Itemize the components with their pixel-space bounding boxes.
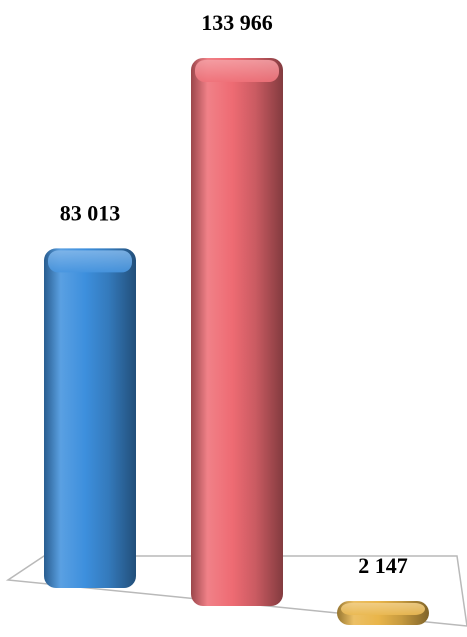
bar-3-top [341, 603, 425, 615]
bar-1 [44, 248, 136, 588]
data-label-1: 83 013 [60, 200, 121, 225]
bars-group: 83 013 133 966 2 147 [44, 10, 429, 625]
bar-1-top [48, 250, 132, 273]
bar-2-top [195, 60, 279, 82]
data-label-2: 133 966 [201, 10, 273, 35]
data-label-3: 2 147 [358, 553, 408, 578]
bar-2 [191, 58, 283, 606]
